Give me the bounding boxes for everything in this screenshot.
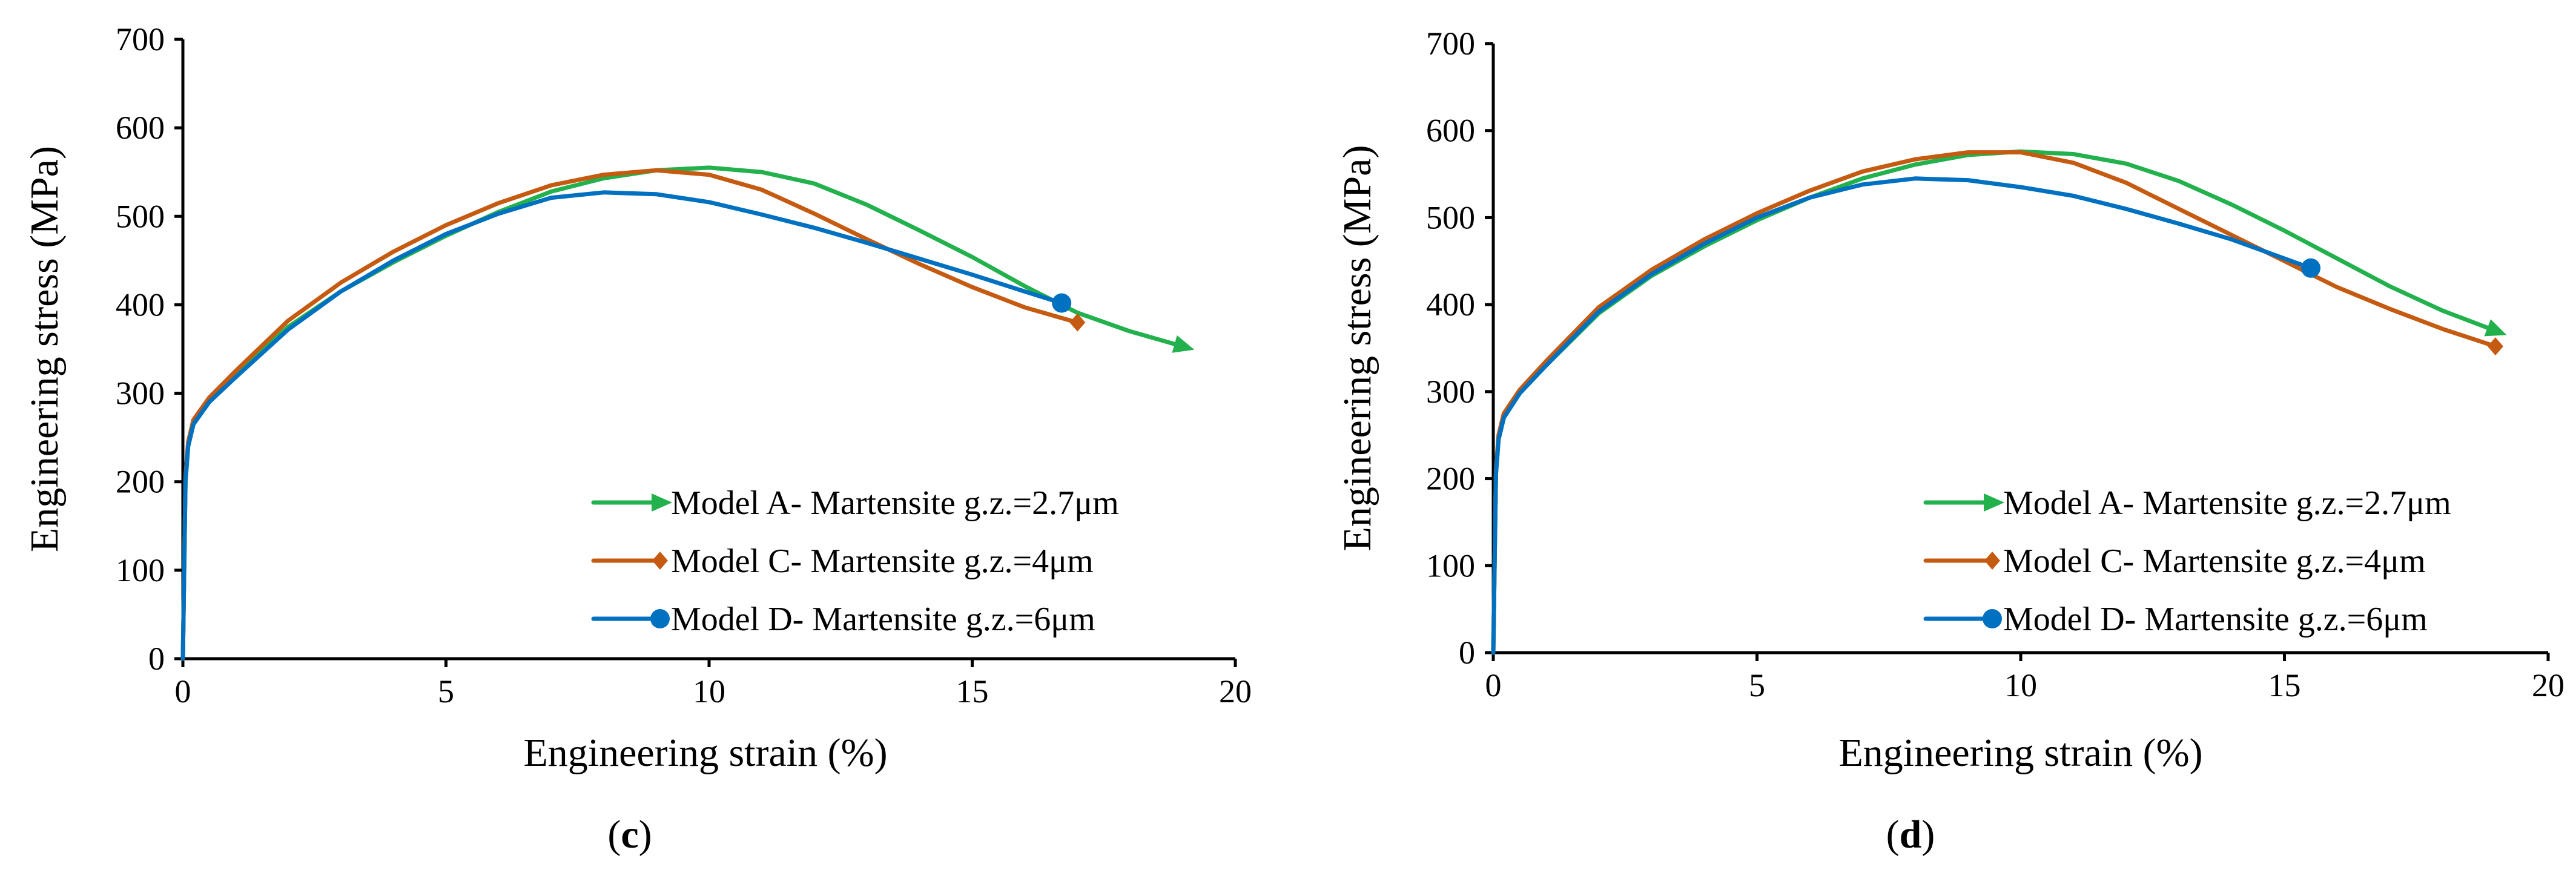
legend-marker <box>1984 552 2000 570</box>
legend-marker <box>652 552 668 570</box>
x-tick-label: 0 <box>1485 667 1502 704</box>
y-tick-label: 100 <box>116 552 165 588</box>
y-tick-label: 700 <box>116 21 165 58</box>
x-tick-label: 20 <box>2532 667 2564 704</box>
series-line-circle <box>1491 176 2313 655</box>
legend-marker <box>652 493 672 512</box>
legend-label: Model D- Martensite g.z.=6μm <box>671 601 1095 638</box>
y-axis-title: Engineering stress (MPa) <box>22 146 67 552</box>
y-tick-label: 200 <box>116 464 165 500</box>
legend-marker <box>650 609 670 628</box>
legend-label: Model C- Martensite g.z.=4μm <box>2003 542 2426 580</box>
series-end-marker <box>2487 337 2503 356</box>
legend-label: Model A- Martensite g.z.=2.7μm <box>2003 484 2451 522</box>
y-tick-label: 500 <box>116 198 165 234</box>
x-tick-label: 15 <box>956 673 989 710</box>
x-tick-label: 10 <box>693 673 725 710</box>
y-tick-label: 600 <box>1426 113 1475 149</box>
series-end-marker <box>1069 313 1086 332</box>
y-axis-title: Engineering stress (MPa) <box>1335 145 1379 552</box>
y-tick-label: 400 <box>116 286 165 323</box>
chart-panel-d: 0 100 200 300 400 500 600 700 0 5 10 15 20 Engineerin… <box>1335 25 2564 857</box>
y-tick-label: 100 <box>1426 547 1475 584</box>
panel-label: (d) <box>1886 812 1935 857</box>
legend-marker <box>1983 609 2002 628</box>
series-end-marker <box>2484 319 2507 337</box>
legend-label: Model C- Martensite g.z.=4μm <box>671 542 1094 580</box>
x-tick-label: 20 <box>1219 673 1252 710</box>
panel-label: (c) <box>607 812 652 857</box>
y-tick-label: 700 <box>1426 25 1475 62</box>
series-line-arrow <box>180 165 1185 661</box>
y-tick-label: 300 <box>116 375 165 412</box>
chart-panel-c: 0 100 200 300 400 500 600 700 0 5 10 15 20 Engineerin… <box>22 21 1252 857</box>
y-tick-label: 500 <box>1426 199 1475 236</box>
series-line-circle <box>180 190 1064 661</box>
x-tick-label: 5 <box>1749 667 1765 704</box>
x-axis-title: Engineering strain (%) <box>1838 731 2202 775</box>
x-axis-title: Engineering strain (%) <box>523 731 887 775</box>
y-tick-label: 400 <box>1426 286 1475 323</box>
legend-marker <box>1984 493 2004 512</box>
legend-label: Model A- Martensite g.z.=2.7μm <box>671 484 1119 522</box>
x-tick-label: 0 <box>175 673 191 710</box>
series-end-marker <box>1172 335 1195 353</box>
y-tick-label: 200 <box>1426 461 1475 497</box>
legend-label: Model D- Martensite g.z.=6μm <box>2003 601 2428 638</box>
y-tick-label: 300 <box>1426 374 1475 410</box>
y-tick-label: 600 <box>116 110 165 146</box>
series-end-marker <box>1052 293 1072 313</box>
y-tick-label: 0 <box>148 641 165 677</box>
x-tick-label: 15 <box>2268 667 2301 704</box>
y-tick-label: 0 <box>1459 634 1475 671</box>
x-tick-label: 5 <box>438 673 454 710</box>
series-end-marker <box>2301 258 2321 278</box>
x-tick-label: 10 <box>2004 667 2037 704</box>
